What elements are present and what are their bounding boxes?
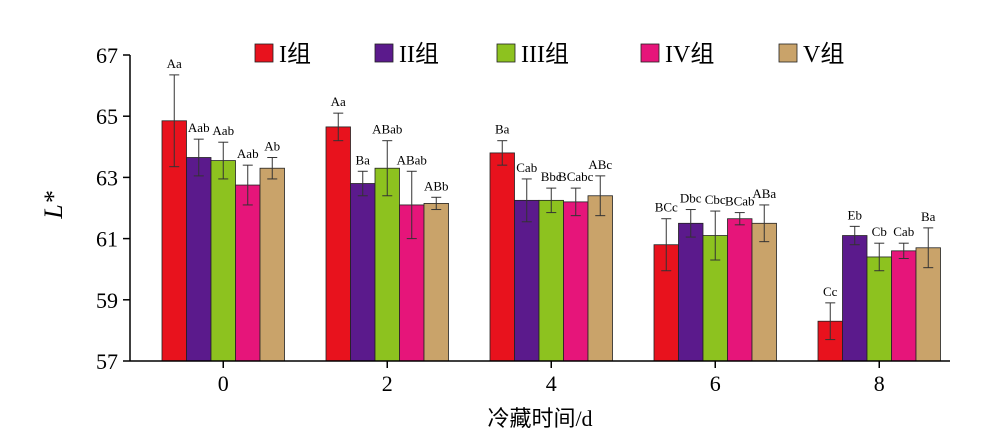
significance-label: Aab: [188, 120, 210, 135]
axes-layer: 0 2 4 6 8 57 59 61 63 65 67: [96, 43, 950, 396]
legend-label: I组: [279, 41, 311, 68]
bars-layer: [161, 74, 941, 362]
significance-label: Dbc: [680, 191, 702, 206]
x-tick-label: 4: [546, 371, 557, 396]
legend-label: III组: [521, 41, 569, 68]
x-tick-label: 6: [710, 371, 721, 396]
bar: [866, 256, 892, 362]
legend: I组 II组 III组 IV组 V组: [254, 41, 844, 68]
legend-swatch: [254, 43, 274, 63]
bar: [563, 201, 589, 362]
significance-label: Bbc: [541, 169, 562, 184]
bar: [350, 183, 376, 362]
x-tick-label: 2: [382, 371, 393, 396]
legend-label: V组: [803, 41, 844, 68]
bar: [423, 203, 449, 362]
bar: [514, 199, 540, 362]
y-axis-title: L*: [39, 191, 68, 219]
significance-label: Cab: [893, 224, 914, 239]
legend-swatch: [496, 43, 516, 63]
significance-label: Cb: [872, 224, 887, 239]
significance-label: Ab: [264, 139, 280, 154]
x-tick-label: 8: [874, 371, 885, 396]
significance-label: BCabc: [558, 169, 594, 184]
bar: [235, 184, 261, 362]
significance-label: ABab: [397, 152, 427, 167]
x-axis-title: 冷藏时间/d: [487, 406, 592, 431]
y-tick-label: 65: [96, 104, 118, 129]
bar: [727, 218, 753, 362]
significance-label: BCab: [725, 194, 755, 209]
significance-label: Aa: [167, 56, 182, 71]
bar: [325, 126, 351, 362]
legend-label: IV组: [665, 41, 714, 68]
bar: [587, 195, 613, 362]
bar: [374, 167, 400, 362]
bar: [678, 222, 704, 362]
significance-label: ABc: [588, 157, 612, 172]
significance-label: Aab: [237, 146, 259, 161]
significance-label: ABab: [372, 122, 402, 137]
y-tick-label: 57: [96, 349, 118, 374]
y-tick-label: 63: [96, 165, 118, 190]
bar: [489, 152, 515, 362]
significance-label: ABb: [424, 178, 449, 193]
bar: [842, 235, 868, 362]
bar: [891, 250, 917, 362]
legend-label: II组: [399, 41, 439, 68]
bar: [210, 160, 236, 362]
significance-label: Ba: [921, 209, 936, 224]
y-tick-label: 61: [96, 227, 118, 252]
significance-label: ABa: [752, 186, 776, 201]
y-tick-label: 67: [96, 43, 118, 68]
bar: [751, 222, 777, 362]
bar: [186, 157, 212, 362]
y-tick-label: 59: [96, 288, 118, 313]
significance-label: Aab: [212, 123, 234, 138]
significance-label: Cc: [823, 284, 838, 299]
significance-label: Ba: [495, 122, 510, 137]
x-tick-label: 0: [218, 371, 229, 396]
significance-label: BCc: [655, 200, 678, 215]
significance-label: Ba: [356, 152, 371, 167]
bar: [538, 199, 564, 362]
significance-label: Cbc: [705, 192, 726, 207]
significance-label: Cab: [516, 160, 537, 175]
significance-label: Aa: [331, 94, 346, 109]
significance-label: Eb: [848, 207, 862, 222]
legend-swatch: [778, 43, 798, 63]
bar: [259, 167, 285, 362]
legend-swatch: [374, 43, 394, 63]
legend-swatch: [640, 43, 660, 63]
